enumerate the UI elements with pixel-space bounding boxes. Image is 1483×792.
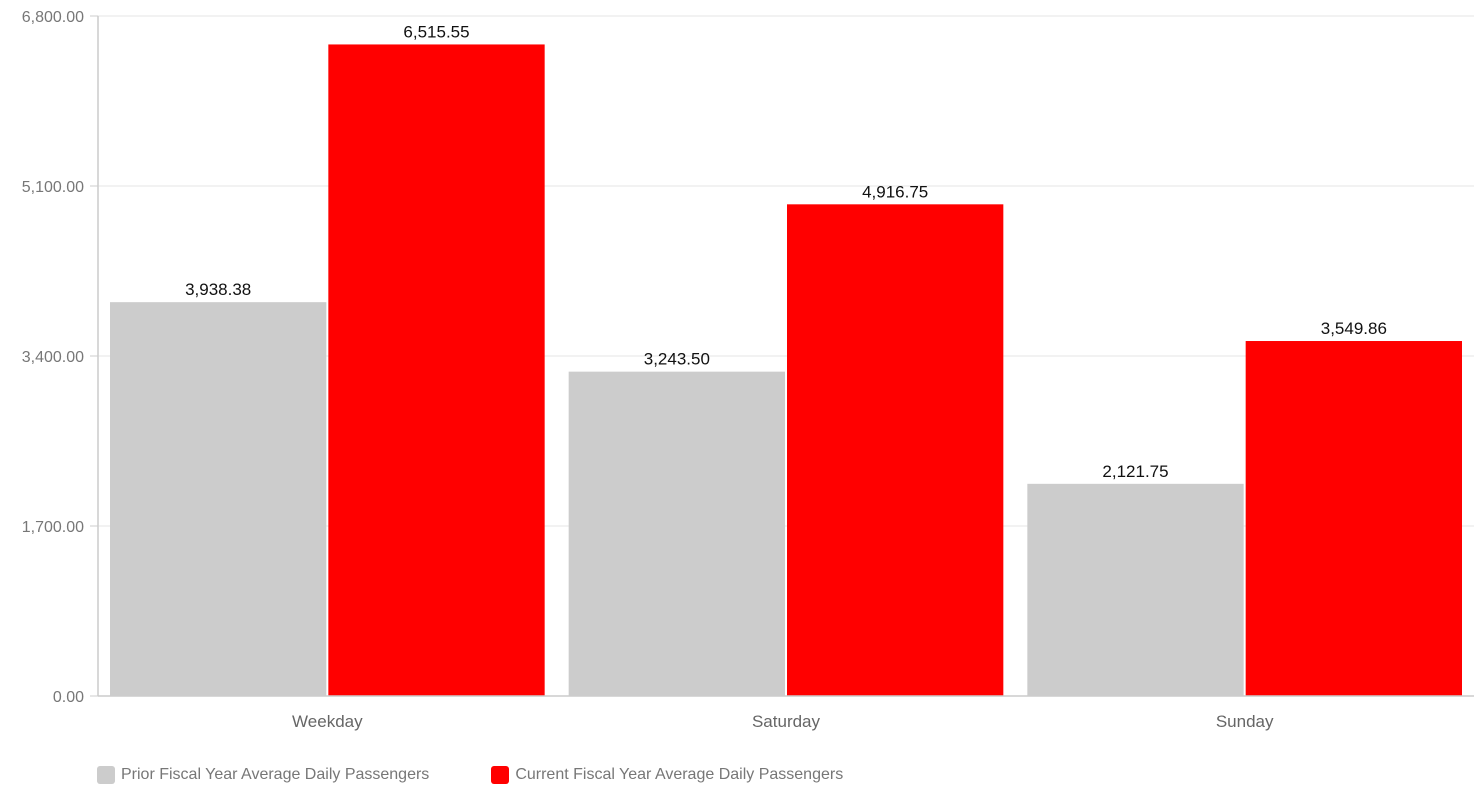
x-axis-ticks: Weekday Saturday Sunday — [292, 712, 1274, 731]
y-tick-label: 1,700.00 — [22, 519, 84, 536]
legend: Prior Fiscal Year Average Daily Passenge… — [97, 766, 843, 784]
y-axis-ticks: 0.00 1,700.00 3,400.00 5,100.00 6,800.00 — [22, 9, 98, 706]
bar-chart: 0.00 1,700.00 3,400.00 5,100.00 6,800.00 3,9… — [22, 9, 1474, 731]
legend-label-prior: Prior Fiscal Year Average Daily Passenge… — [121, 766, 430, 783]
legend-label-current: Current Fiscal Year Average Daily Passen… — [515, 766, 844, 783]
x-tick-label: Sunday — [1216, 712, 1274, 731]
bar-prior-weekday[interactable] — [110, 302, 327, 696]
legend-swatch-prior — [97, 766, 115, 784]
data-label: 3,938.38 — [185, 280, 251, 299]
data-label: 3,549.86 — [1321, 319, 1387, 338]
bar-current-weekday[interactable] — [328, 44, 545, 696]
data-label: 2,121.75 — [1102, 462, 1168, 481]
data-labels: 3,938.38 6,515.55 3,243.50 4,916.75 2,121.75… — [185, 22, 1387, 480]
y-tick-label: 3,400.00 — [22, 349, 84, 366]
x-tick-label: Saturday — [752, 712, 821, 731]
grid-lines — [98, 15, 1474, 527]
y-tick-label: 6,800.00 — [22, 9, 84, 26]
data-label: 4,916.75 — [862, 182, 928, 201]
legend-item-prior[interactable]: Prior Fiscal Year Average Daily Passenge… — [97, 766, 429, 784]
y-tick-label: 0.00 — [53, 689, 84, 706]
bar-prior-sunday[interactable] — [1027, 483, 1244, 696]
data-label: 3,243.50 — [644, 350, 710, 369]
x-tick-label: Weekday — [292, 712, 363, 731]
bar-prior-saturday[interactable] — [568, 371, 785, 696]
y-tick-label: 5,100.00 — [22, 179, 84, 196]
data-label: 6,515.55 — [403, 22, 469, 41]
bar-current-sunday[interactable] — [1245, 341, 1462, 696]
legend-item-current[interactable]: Current Fiscal Year Average Daily Passen… — [491, 766, 843, 784]
legend-swatch-current — [491, 766, 510, 784]
bars — [110, 44, 1462, 696]
bar-current-saturday[interactable] — [787, 204, 1004, 696]
